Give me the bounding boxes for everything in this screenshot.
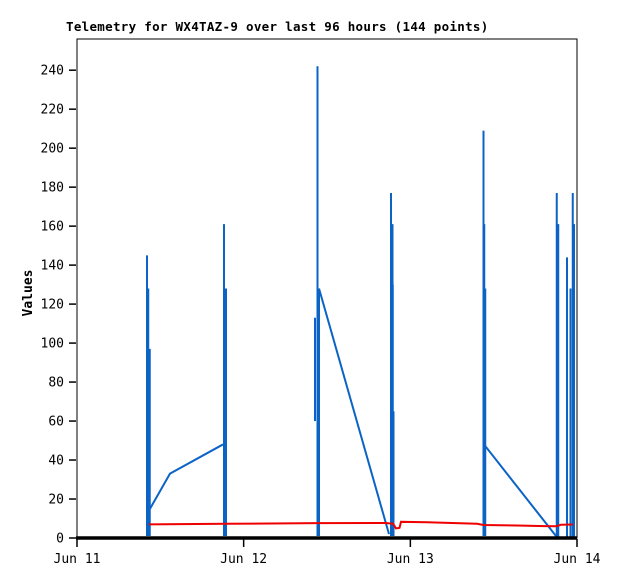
y-tick-label: 200	[41, 142, 64, 157]
y-tick-label: 80	[48, 376, 64, 391]
chart-title: Telemetry for WX4TAZ-9 over last 96 hour…	[66, 19, 489, 34]
x-tick-label: Jun 14	[554, 552, 601, 567]
y-tick-label: 240	[41, 64, 64, 79]
y-tick-label: 40	[48, 454, 64, 469]
y-tick-label: 160	[41, 220, 64, 235]
telemetry-channel-red-segment	[148, 520, 574, 530]
y-axis-label: Values	[21, 269, 36, 317]
y-tick-label: 120	[41, 298, 64, 313]
x-tick-label: Jun 11	[54, 552, 101, 567]
telemetry-channel-blue-segment	[149, 443, 224, 510]
telemetry-channel-blue-segment	[318, 288, 390, 535]
plot-area-border	[76, 38, 578, 539]
y-tick-label: 0	[56, 532, 64, 547]
y-tick-label: 60	[48, 415, 64, 430]
telemetry-channel-blue-segment	[483, 443, 557, 537]
y-tick-label: 20	[48, 493, 64, 508]
x-tick-label: Jun 13	[387, 552, 434, 567]
y-tick-label: 180	[41, 181, 64, 196]
x-tick-label: Jun 12	[220, 552, 267, 567]
y-tick-label: 100	[41, 337, 64, 352]
y-tick-label: 220	[41, 103, 64, 118]
y-tick-label: 140	[41, 259, 64, 274]
